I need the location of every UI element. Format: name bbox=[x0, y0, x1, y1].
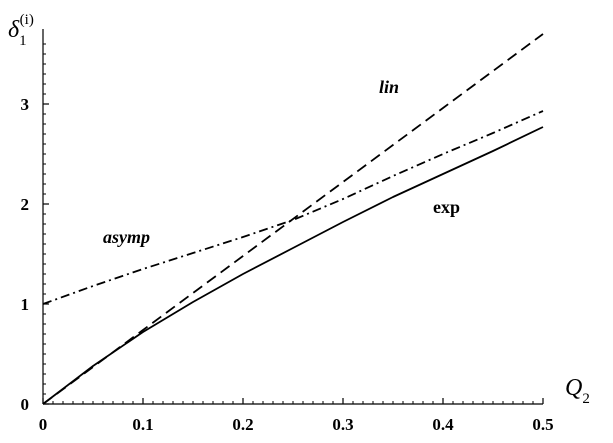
x-tick-label: 0.3 bbox=[332, 415, 353, 434]
plot-lines bbox=[42, 33, 544, 405]
y-axis-title-sub: 1 bbox=[19, 33, 27, 49]
y-tick-label: 0 bbox=[21, 395, 30, 414]
series-line-exp bbox=[42, 126, 544, 405]
x-axis-title: Q2 bbox=[565, 375, 590, 407]
x-ticks bbox=[42, 398, 544, 404]
x-tick-label: 0 bbox=[39, 415, 48, 434]
y-tick-label: 1 bbox=[21, 295, 30, 314]
y-tick-label: 2 bbox=[21, 195, 30, 214]
y-axis-title-sup: (i) bbox=[20, 12, 34, 28]
axes bbox=[42, 29, 544, 405]
tick-labels: 0 0.1 0.2 0.3 0.4 0.5 0 1 2 3 bbox=[21, 95, 554, 434]
x-axis-title-main: Q bbox=[565, 375, 582, 401]
y-tick-label: 3 bbox=[21, 95, 30, 114]
series-line-asymp bbox=[42, 110, 544, 305]
series-labels: lin asymp exp bbox=[103, 77, 460, 247]
series-label-lin: lin bbox=[379, 77, 399, 97]
x-axis-title-sub: 2 bbox=[582, 391, 590, 407]
x-minor-ticks bbox=[52, 401, 534, 404]
y-minor-ticks bbox=[43, 43, 46, 395]
y-ticks bbox=[43, 103, 49, 405]
series-label-exp: exp bbox=[433, 197, 460, 217]
series-label-asymp: asymp bbox=[103, 227, 150, 247]
x-tick-label: 0.1 bbox=[132, 415, 153, 434]
y-axis-title: δ1 (i) bbox=[8, 12, 34, 49]
x-tick-label: 0.2 bbox=[232, 415, 253, 434]
x-tick-label: 0.5 bbox=[532, 415, 553, 434]
x-tick-label: 0.4 bbox=[432, 415, 454, 434]
y-axis-title-main: δ bbox=[8, 17, 20, 43]
